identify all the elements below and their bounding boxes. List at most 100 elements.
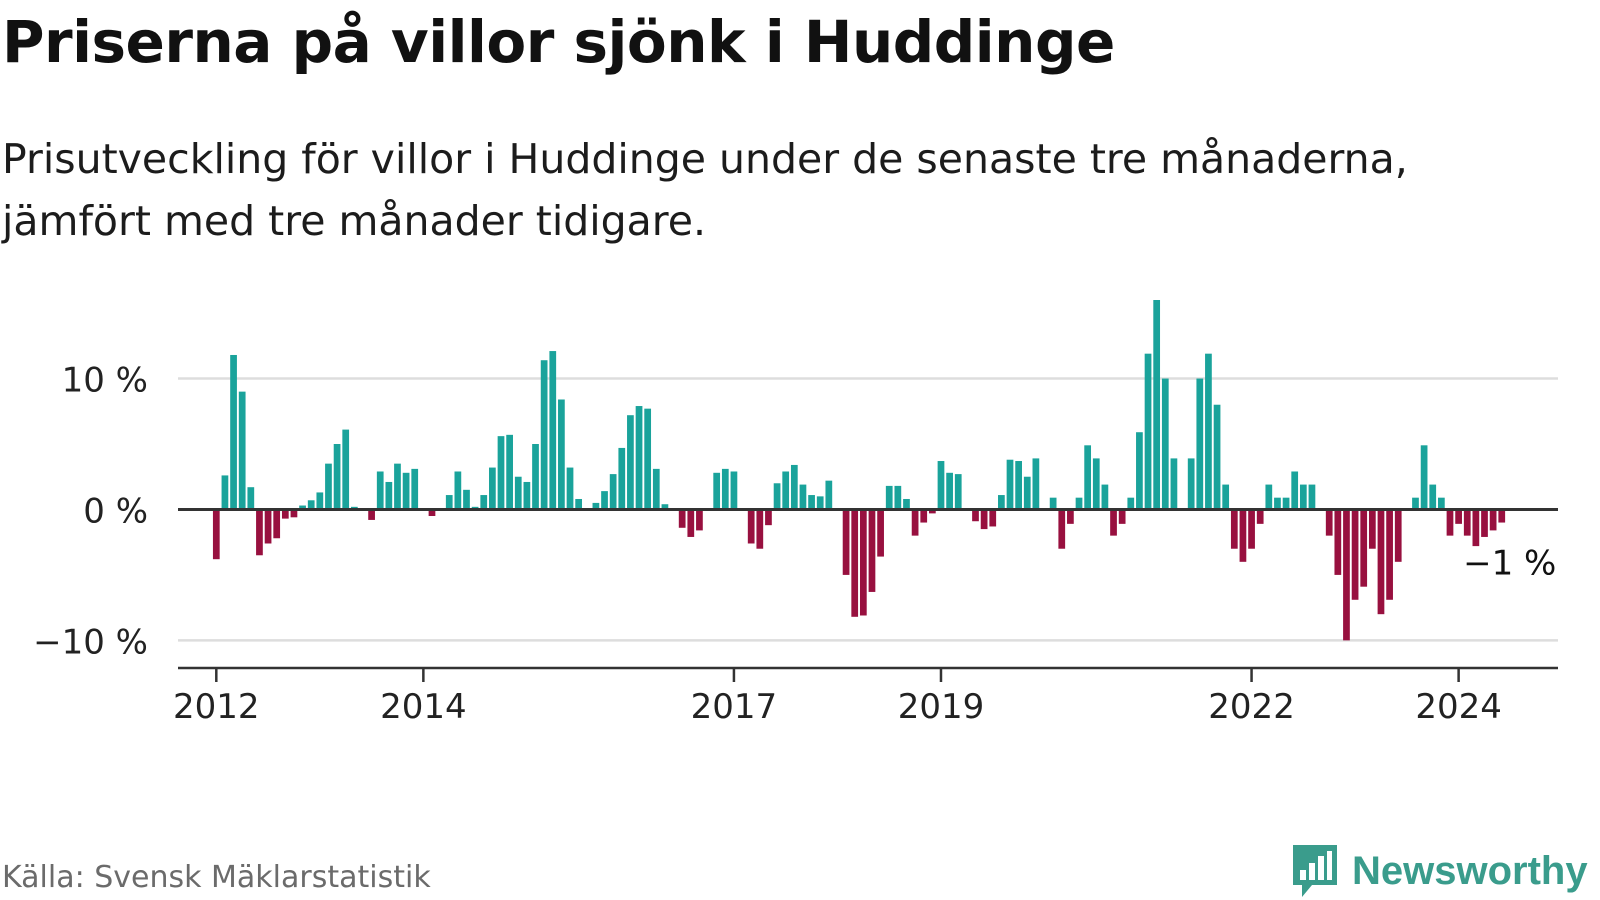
- last-value-annotation: −1 %: [1463, 544, 1556, 584]
- bar: [1144, 353, 1152, 510]
- bar: [1368, 509, 1376, 549]
- bar: [1463, 509, 1471, 536]
- bar: [911, 509, 919, 536]
- bar: [480, 495, 488, 510]
- bar: [230, 354, 237, 510]
- bar: [1446, 509, 1454, 536]
- bar: [592, 502, 600, 510]
- bar: [1015, 461, 1022, 510]
- bar: [540, 360, 548, 510]
- bar: [221, 475, 229, 510]
- bar: [1386, 509, 1393, 600]
- brand-name: Newsworthy: [1352, 848, 1588, 893]
- bar: [532, 444, 539, 510]
- bar: [212, 509, 220, 560]
- bar: [1377, 509, 1385, 615]
- bar: [998, 495, 1005, 510]
- bar: [333, 444, 341, 510]
- bar: [989, 509, 997, 527]
- bar: [808, 495, 815, 510]
- bar: [928, 509, 936, 514]
- bar: [299, 505, 306, 510]
- y-tick-label: 0 %: [83, 491, 148, 531]
- bar: [489, 467, 496, 510]
- bar: [281, 509, 289, 519]
- bar: [859, 509, 867, 616]
- bar: [1239, 509, 1247, 562]
- bar: [1101, 484, 1109, 510]
- bar: [1437, 497, 1445, 510]
- bar: [1006, 459, 1014, 510]
- bar: [1472, 509, 1480, 547]
- bar: [842, 509, 850, 575]
- bar: [1161, 378, 1169, 510]
- bar: [1222, 484, 1230, 510]
- bar: [618, 447, 626, 510]
- bar: [773, 483, 781, 510]
- bar: [799, 484, 807, 510]
- bar: [1187, 458, 1195, 510]
- bar: [1334, 509, 1342, 575]
- bar: [1291, 471, 1299, 510]
- bar: [1256, 509, 1264, 524]
- bars: [212, 300, 1506, 641]
- bar: [661, 504, 669, 510]
- bar: [609, 474, 617, 510]
- bar: [652, 468, 660, 510]
- newsworthy-logo[interactable]: Newsworthy: [1290, 843, 1588, 899]
- bar: [1118, 509, 1126, 524]
- bar: [256, 509, 263, 556]
- source-note: Källa: Svensk Mäklarstatistik: [2, 860, 431, 895]
- bar: [790, 464, 798, 510]
- bar: [290, 509, 298, 518]
- bar: [1230, 509, 1238, 549]
- bar: [523, 481, 531, 510]
- bar: [1023, 476, 1031, 510]
- bar: [368, 509, 375, 520]
- x-tick-label: 2019: [898, 687, 985, 727]
- bar: [756, 509, 764, 549]
- bar: [325, 463, 332, 510]
- newsworthy-bar-chart-icon: [1293, 845, 1337, 897]
- bar: [264, 509, 272, 544]
- bar: [1351, 509, 1359, 600]
- chart-title: Priserna på villor sjönk i Huddinge: [2, 8, 1115, 76]
- bar: [1153, 300, 1161, 510]
- y-tick-label: 10 %: [62, 361, 148, 401]
- y-axis-labels: 10 % 0 % −10 %: [33, 361, 148, 663]
- bar: [1205, 353, 1212, 510]
- bar: [1299, 484, 1307, 510]
- bar: [1136, 432, 1143, 510]
- bar: [1110, 509, 1117, 536]
- bar: [411, 468, 419, 510]
- bar: [644, 408, 652, 510]
- bar: [1282, 497, 1290, 510]
- bar: [825, 480, 833, 510]
- bar: [713, 472, 721, 510]
- bar: [678, 509, 686, 528]
- bar: [1092, 458, 1100, 510]
- x-tick-label: 2014: [380, 687, 467, 727]
- bar: [247, 487, 255, 510]
- bar: [730, 471, 738, 510]
- bar: [920, 509, 928, 523]
- bar: [1265, 484, 1273, 510]
- bar: [1248, 509, 1255, 549]
- bar: [342, 429, 350, 510]
- bar: [782, 471, 790, 510]
- bar: [1084, 445, 1092, 510]
- bar: [1213, 404, 1221, 510]
- bar: [937, 461, 945, 510]
- bar: [273, 509, 281, 539]
- bar: [946, 472, 953, 510]
- bar: [1049, 497, 1057, 510]
- x-tick-label: 2022: [1208, 687, 1295, 727]
- bar: [747, 509, 755, 544]
- bar: [696, 509, 703, 531]
- bar: [980, 509, 988, 530]
- y-tick-label: −10 %: [33, 622, 148, 662]
- bar: [1498, 509, 1506, 523]
- bar: [877, 509, 884, 557]
- bar: [376, 471, 384, 510]
- bar: [316, 492, 324, 510]
